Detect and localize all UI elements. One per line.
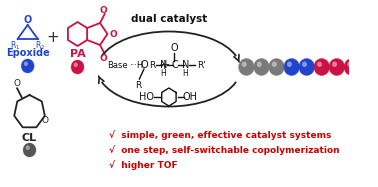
Text: H: H bbox=[161, 68, 166, 77]
Text: O: O bbox=[100, 53, 108, 62]
Circle shape bbox=[314, 59, 330, 76]
Circle shape bbox=[272, 62, 277, 67]
Text: C: C bbox=[171, 60, 178, 70]
Circle shape bbox=[329, 59, 345, 76]
Text: R$_1$: R$_1$ bbox=[9, 40, 20, 52]
Text: √  simple, green, effective catalyst systems: √ simple, green, effective catalyst syst… bbox=[109, 130, 331, 140]
Text: +: + bbox=[46, 30, 59, 45]
Text: O: O bbox=[109, 30, 117, 39]
Text: +: + bbox=[158, 58, 170, 72]
Text: CL: CL bbox=[22, 133, 37, 143]
Text: N: N bbox=[160, 60, 167, 70]
Text: O: O bbox=[100, 5, 108, 15]
Circle shape bbox=[21, 59, 34, 73]
Text: O: O bbox=[23, 15, 32, 25]
Text: Epoxide: Epoxide bbox=[6, 48, 50, 58]
Text: ···H: ···H bbox=[129, 61, 144, 70]
Text: O: O bbox=[42, 116, 48, 125]
Circle shape bbox=[374, 59, 378, 76]
Circle shape bbox=[71, 60, 84, 74]
Text: HO: HO bbox=[139, 92, 154, 102]
Circle shape bbox=[284, 59, 299, 76]
Text: OH: OH bbox=[183, 92, 198, 102]
Circle shape bbox=[344, 59, 360, 76]
Circle shape bbox=[377, 62, 378, 67]
Circle shape bbox=[242, 62, 247, 67]
Text: R: R bbox=[135, 80, 142, 90]
Circle shape bbox=[362, 62, 367, 67]
Circle shape bbox=[299, 59, 314, 76]
Text: PA: PA bbox=[70, 49, 85, 59]
Text: dual catalyst: dual catalyst bbox=[131, 13, 207, 24]
Circle shape bbox=[74, 62, 78, 67]
Circle shape bbox=[254, 59, 270, 76]
Circle shape bbox=[347, 62, 352, 67]
Circle shape bbox=[302, 62, 307, 67]
Text: R$_2$: R$_2$ bbox=[36, 40, 46, 52]
Circle shape bbox=[287, 62, 292, 67]
Text: Base: Base bbox=[107, 61, 127, 70]
Text: H: H bbox=[183, 68, 188, 77]
Circle shape bbox=[24, 62, 28, 66]
Circle shape bbox=[23, 143, 36, 157]
Text: O: O bbox=[14, 79, 20, 88]
Circle shape bbox=[332, 62, 337, 67]
Circle shape bbox=[239, 59, 254, 76]
Circle shape bbox=[317, 62, 322, 67]
Text: R: R bbox=[149, 61, 155, 70]
Circle shape bbox=[359, 59, 375, 76]
Text: N: N bbox=[182, 60, 189, 70]
Circle shape bbox=[269, 59, 284, 76]
Text: O: O bbox=[170, 43, 178, 53]
Text: O: O bbox=[140, 60, 148, 70]
Text: √  one step, self-switchable copolymerization: √ one step, self-switchable copolymeriza… bbox=[109, 145, 339, 155]
Text: R': R' bbox=[198, 61, 206, 70]
Circle shape bbox=[257, 62, 262, 67]
Text: √  higher TOF: √ higher TOF bbox=[109, 160, 178, 170]
Circle shape bbox=[26, 145, 30, 150]
